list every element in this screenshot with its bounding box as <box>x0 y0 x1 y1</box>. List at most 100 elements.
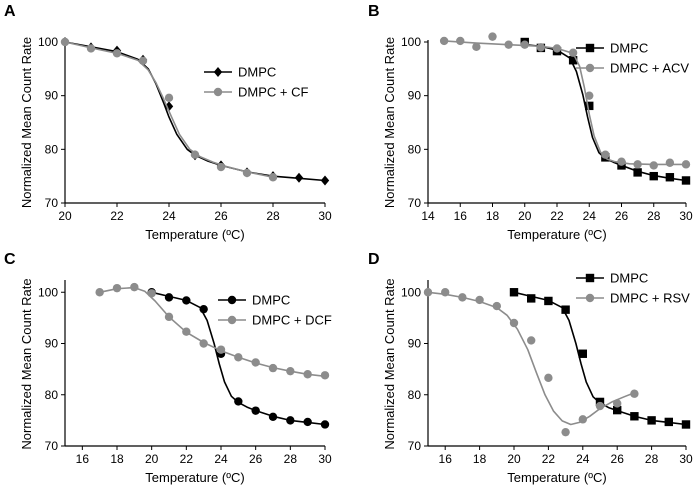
data-point <box>578 349 587 358</box>
y-tick-label: 90 <box>408 89 422 103</box>
data-point <box>182 296 191 305</box>
x-tick-label: 20 <box>58 209 72 223</box>
data-point <box>112 283 122 293</box>
data-point <box>86 44 96 53</box>
x-tick-label: 22 <box>550 209 564 223</box>
x-tick-label: 24 <box>576 452 590 466</box>
y-tick-label: 80 <box>408 388 422 402</box>
data-point <box>130 282 139 292</box>
data-point <box>520 40 529 49</box>
x-tick-label: 26 <box>249 452 263 466</box>
data-point <box>649 171 658 181</box>
x-tick-label: 22 <box>180 452 194 466</box>
series-curve <box>513 291 687 426</box>
data-point <box>138 56 148 65</box>
data-point <box>585 91 594 100</box>
data-point <box>320 420 330 429</box>
data-point <box>286 366 295 376</box>
series-curve <box>151 291 326 426</box>
data-point <box>456 36 465 46</box>
data-point <box>568 56 578 65</box>
data-point <box>492 301 501 311</box>
legend-marker <box>585 43 595 53</box>
data-point <box>552 44 562 53</box>
legend-marker <box>227 295 237 305</box>
chart-panel-a: 20 22 24 26 28 30 70 80 90 100 Temperature (ºC) Nor… <box>19 35 332 242</box>
series-curve <box>524 43 687 182</box>
data-point <box>633 160 642 169</box>
data-point <box>182 327 191 336</box>
series-curve <box>99 286 326 378</box>
data-point <box>441 288 450 297</box>
y-tick-label: 70 <box>408 196 422 210</box>
data-point <box>561 427 570 437</box>
x-tick-label: 26 <box>615 209 629 223</box>
y-tick-label: 90 <box>45 337 59 351</box>
data-point <box>60 37 70 47</box>
data-point <box>595 401 605 411</box>
x-axis-title: Temperature (ºC) <box>145 227 244 242</box>
data-point <box>164 101 174 112</box>
x-tick-label: 28 <box>645 452 659 466</box>
data-point <box>268 363 278 373</box>
data-point <box>665 158 675 167</box>
x-tick-label: 18 <box>473 452 487 466</box>
data-point <box>268 412 278 421</box>
data-point <box>585 101 594 111</box>
data-point <box>649 161 658 170</box>
data-point <box>199 339 208 348</box>
series-curve <box>444 40 686 166</box>
y-tick-label: 100 <box>401 35 421 49</box>
x-tick-label: 16 <box>76 452 90 466</box>
legend-label: DMPC <box>252 293 290 308</box>
legend-label: DMPC + RSV <box>610 291 690 306</box>
legend-label: DMPC <box>610 41 648 56</box>
data-point <box>268 173 278 182</box>
chart-panel-b: 14 16 18 20 22 24 26 28 30 70 80 90 100 Temperature (… <box>382 32 693 242</box>
x-tick-label: 16 <box>454 209 468 223</box>
x-tick-label: 28 <box>284 452 298 466</box>
data-point <box>544 296 553 306</box>
legend-marker <box>585 293 595 303</box>
panel-label-d: D <box>368 251 380 268</box>
data-point <box>199 304 208 314</box>
data-point <box>488 32 497 41</box>
data-point <box>112 49 122 58</box>
data-point <box>190 150 200 159</box>
legend-marker <box>585 273 595 283</box>
data-point <box>633 168 642 177</box>
y-axis-title: Normalized Mean Count Rate <box>19 278 34 449</box>
x-tick-label: 20 <box>145 452 159 466</box>
panel-label-c: C <box>4 251 16 268</box>
panel-label-a: A <box>4 3 16 20</box>
data-point <box>681 176 691 185</box>
x-axis-title: Temperature (ºC) <box>507 470 606 485</box>
data-point <box>509 318 519 328</box>
y-axis-title: Normalized Mean Count Rate <box>19 37 34 208</box>
data-point <box>164 312 174 322</box>
x-tick-label: 18 <box>486 209 500 223</box>
data-point <box>234 353 243 362</box>
data-point <box>458 293 467 302</box>
legend-label: DMPC + ACV <box>610 61 689 76</box>
y-tick-label: 100 <box>38 35 58 49</box>
x-axis-title: Temperature (ºC) <box>145 470 244 485</box>
panel-label-b: B <box>368 3 380 20</box>
y-tick-label: 90 <box>408 337 422 351</box>
data-point <box>601 150 610 159</box>
data-point <box>95 288 104 297</box>
x-tick-label: 26 <box>214 209 228 223</box>
data-point <box>423 288 433 297</box>
y-tick-label: 80 <box>45 388 59 402</box>
data-point <box>320 371 330 380</box>
data-point <box>613 405 622 415</box>
y-tick-label: 70 <box>45 439 59 453</box>
data-point <box>164 93 174 103</box>
data-point <box>617 157 626 166</box>
data-point <box>630 389 639 398</box>
data-point <box>544 373 553 383</box>
y-tick-label: 70 <box>408 439 422 453</box>
x-tick-label: 24 <box>214 452 228 466</box>
data-point <box>303 370 312 379</box>
legend-marker <box>213 87 223 97</box>
